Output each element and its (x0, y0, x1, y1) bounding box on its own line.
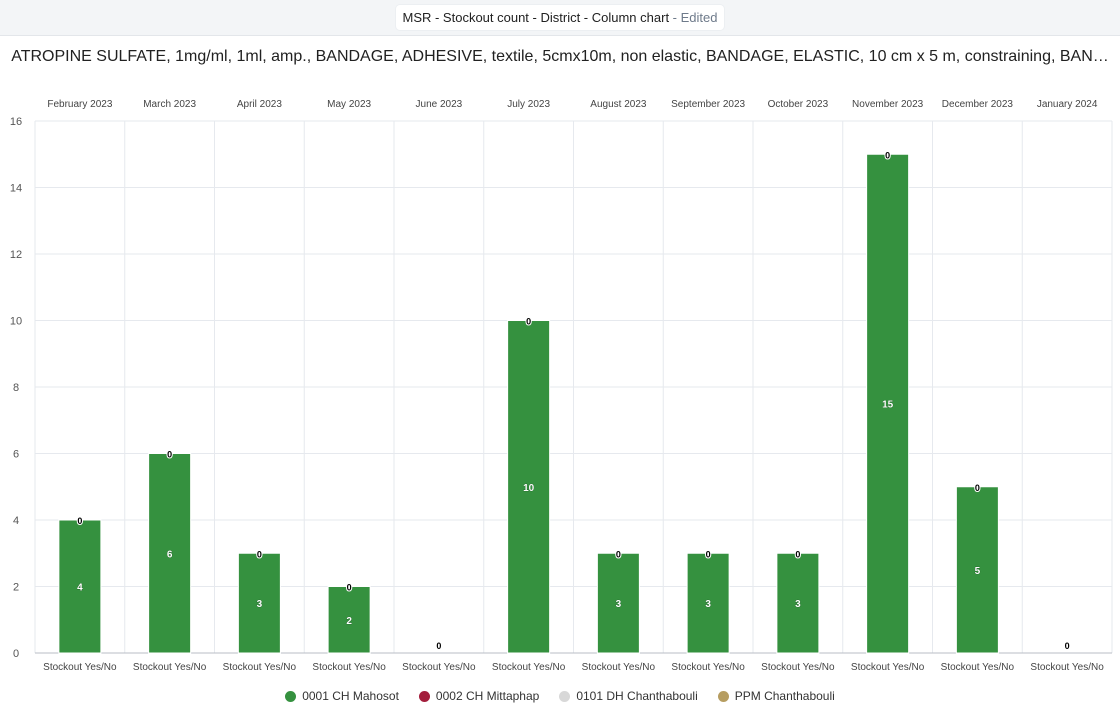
bar (58, 519, 102, 654)
panel-label: October 2023 (768, 99, 829, 110)
legend-swatch (418, 690, 430, 702)
x-tick-label: Stockout Yes/No (582, 662, 656, 673)
y-tick-label: 16 (10, 116, 22, 128)
bar-value-label: 10 (523, 483, 535, 494)
bar (776, 552, 820, 654)
y-tick-label: 6 (13, 449, 19, 461)
legend-item[interactable]: 0001 CH Mahosot (285, 689, 399, 703)
legend-label: 0001 CH Mahosot (302, 689, 399, 703)
panel-label: September 2023 (671, 99, 745, 110)
bar-value-label: 4 (77, 583, 83, 594)
visualization-title: MSR - Stockout count - District - Column… (402, 10, 670, 25)
y-tick-label: 4 (13, 515, 19, 527)
bar-value-label: 2 (346, 616, 352, 627)
y-tick-label: 8 (13, 382, 19, 394)
x-tick-label: Stockout Yes/No (43, 662, 117, 673)
stack-total-label: 0 (77, 516, 82, 526)
x-tick-label: Stockout Yes/No (761, 662, 835, 673)
x-tick-label: Stockout Yes/No (1030, 662, 1104, 673)
stack-total-label: 0 (706, 549, 711, 559)
panel-label: April 2023 (237, 99, 282, 110)
stack-total-label: 0 (1065, 641, 1070, 651)
chart-title: ATROPINE SULFATE, 1mg/ml, 1ml, amp., BAN… (11, 48, 1109, 65)
panel-label: July 2023 (507, 99, 550, 110)
legend-label: 0101 DH Chanthabouli (576, 689, 698, 703)
y-tick-label: 2 (13, 582, 19, 594)
bar-value-label: 3 (616, 599, 622, 610)
stack-total-label: 0 (526, 317, 531, 327)
bar-value-label: 15 (882, 400, 894, 411)
bar (237, 552, 281, 654)
legend-swatch (285, 690, 297, 702)
panel-label: November 2023 (852, 99, 924, 110)
legend-label: PPM Chanthabouli (734, 689, 835, 703)
separator: - (669, 10, 681, 25)
panel-label: June 2023 (416, 99, 463, 110)
bar (327, 586, 371, 654)
bar-value-label: 6 (167, 549, 173, 560)
panel-label: May 2023 (327, 99, 371, 110)
bar-value-label: 5 (975, 566, 981, 577)
stack-total-label: 0 (885, 150, 890, 160)
bar (596, 552, 640, 654)
y-tick-label: 14 (10, 183, 22, 195)
legend-item[interactable]: 0002 CH Mittaphap (418, 689, 540, 703)
legend-label: 0002 CH Mittaphap (435, 689, 540, 703)
panel-label: December 2023 (942, 99, 1014, 110)
panel-label: August 2023 (590, 99, 647, 110)
edited-label: Edited (680, 10, 718, 25)
top-bar: MSR - Stockout count - District - Column… (0, 0, 1120, 36)
legend-swatch (559, 690, 571, 702)
stack-total-label: 0 (257, 549, 262, 559)
bar (866, 153, 910, 654)
legend-item[interactable]: 0101 DH Chanthabouli (559, 689, 698, 703)
x-tick-label: Stockout Yes/No (941, 662, 1015, 673)
x-tick-label: Stockout Yes/No (312, 662, 386, 673)
panel-label: March 2023 (143, 99, 196, 110)
bar-value-label: 3 (257, 599, 263, 610)
bar-value-label: 3 (705, 599, 711, 610)
chart-legend: 0001 CH Mahosot 0002 CH Mittaphap 0101 DH … (0, 689, 1120, 703)
panel-label: February 2023 (47, 99, 112, 110)
legend-item[interactable]: PPM Chanthabouli (717, 689, 835, 703)
bar-value-label: 3 (795, 599, 801, 610)
bar (148, 453, 192, 654)
stack-total-label: 0 (795, 549, 800, 559)
x-tick-label: Stockout Yes/No (223, 662, 297, 673)
bar (507, 320, 551, 654)
x-tick-label: Stockout Yes/No (671, 662, 745, 673)
visualization-title-chip[interactable]: MSR - Stockout count - District - Column… (396, 5, 724, 30)
stack-total-label: 0 (616, 549, 621, 559)
y-tick-label: 10 (10, 316, 22, 328)
bar (686, 552, 730, 654)
stack-total-label: 0 (975, 483, 980, 493)
x-tick-label: Stockout Yes/No (492, 662, 566, 673)
bar (955, 486, 999, 654)
stack-total-label: 0 (347, 583, 352, 593)
legend-swatch (717, 690, 729, 702)
panel-label: January 2024 (1037, 99, 1098, 110)
y-tick-label: 0 (13, 648, 19, 660)
stack-total-label: 0 (436, 641, 441, 651)
x-tick-label: Stockout Yes/No (402, 662, 476, 673)
x-tick-label: Stockout Yes/No (133, 662, 207, 673)
stack-total-label: 0 (167, 450, 172, 460)
x-tick-label: Stockout Yes/No (851, 662, 925, 673)
y-tick-label: 12 (10, 249, 22, 261)
